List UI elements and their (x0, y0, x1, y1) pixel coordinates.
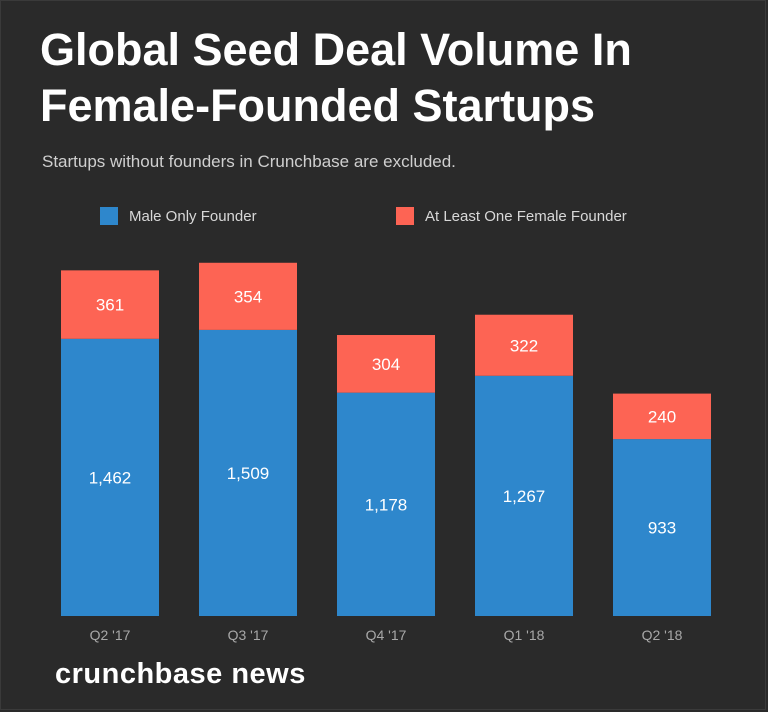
legend-swatch-male (100, 207, 118, 225)
x-tick-2: Q4 '17 (366, 627, 407, 643)
x-tick-4: Q2 '18 (642, 627, 683, 643)
title-line-1: Global Seed Deal Volume In (40, 24, 632, 75)
label-female-4: 240 (648, 407, 676, 426)
bar-female-3 (475, 314, 573, 376)
label-female-2: 304 (372, 355, 400, 374)
bar-female-4 (613, 393, 711, 440)
bar-female-0 (61, 270, 159, 339)
bar-male-2 (337, 392, 435, 616)
label-male-2: 1,178 (365, 495, 408, 514)
label-male-0: 1,462 (89, 468, 132, 487)
title-line-2: Female-Founded Startups (40, 80, 596, 131)
label-female-1: 354 (234, 287, 262, 306)
bar-male-3 (475, 375, 573, 616)
chart-subtitle: Startups without founders in Crunchbase … (42, 152, 456, 171)
label-male-4: 933 (648, 519, 676, 538)
label-female-0: 361 (96, 296, 124, 315)
label-male-1: 1,509 (227, 464, 270, 483)
bar-female-2 (337, 335, 435, 393)
bar-female-1 (199, 262, 297, 330)
chart-title: Global Seed Deal Volume In Female-Founde… (40, 22, 730, 134)
label-male-3: 1,267 (503, 487, 546, 506)
legend-male: Male Only Founder (100, 206, 257, 226)
bar-male-1 (199, 329, 297, 616)
label-female-3: 322 (510, 336, 538, 355)
brand-logo: crunchbase news (55, 658, 306, 690)
legend-label-female: At Least One Female Founder (425, 207, 627, 225)
x-tick-1: Q3 '17 (228, 627, 269, 643)
legend-label-male: Male Only Founder (129, 207, 257, 225)
legend-swatch-female (396, 207, 414, 225)
bar-male-0 (61, 338, 159, 616)
bar-male-4 (613, 439, 711, 616)
x-tick-3: Q1 '18 (504, 627, 545, 643)
x-tick-0: Q2 '17 (90, 627, 131, 643)
legend-female: At Least One Female Founder (396, 206, 627, 226)
